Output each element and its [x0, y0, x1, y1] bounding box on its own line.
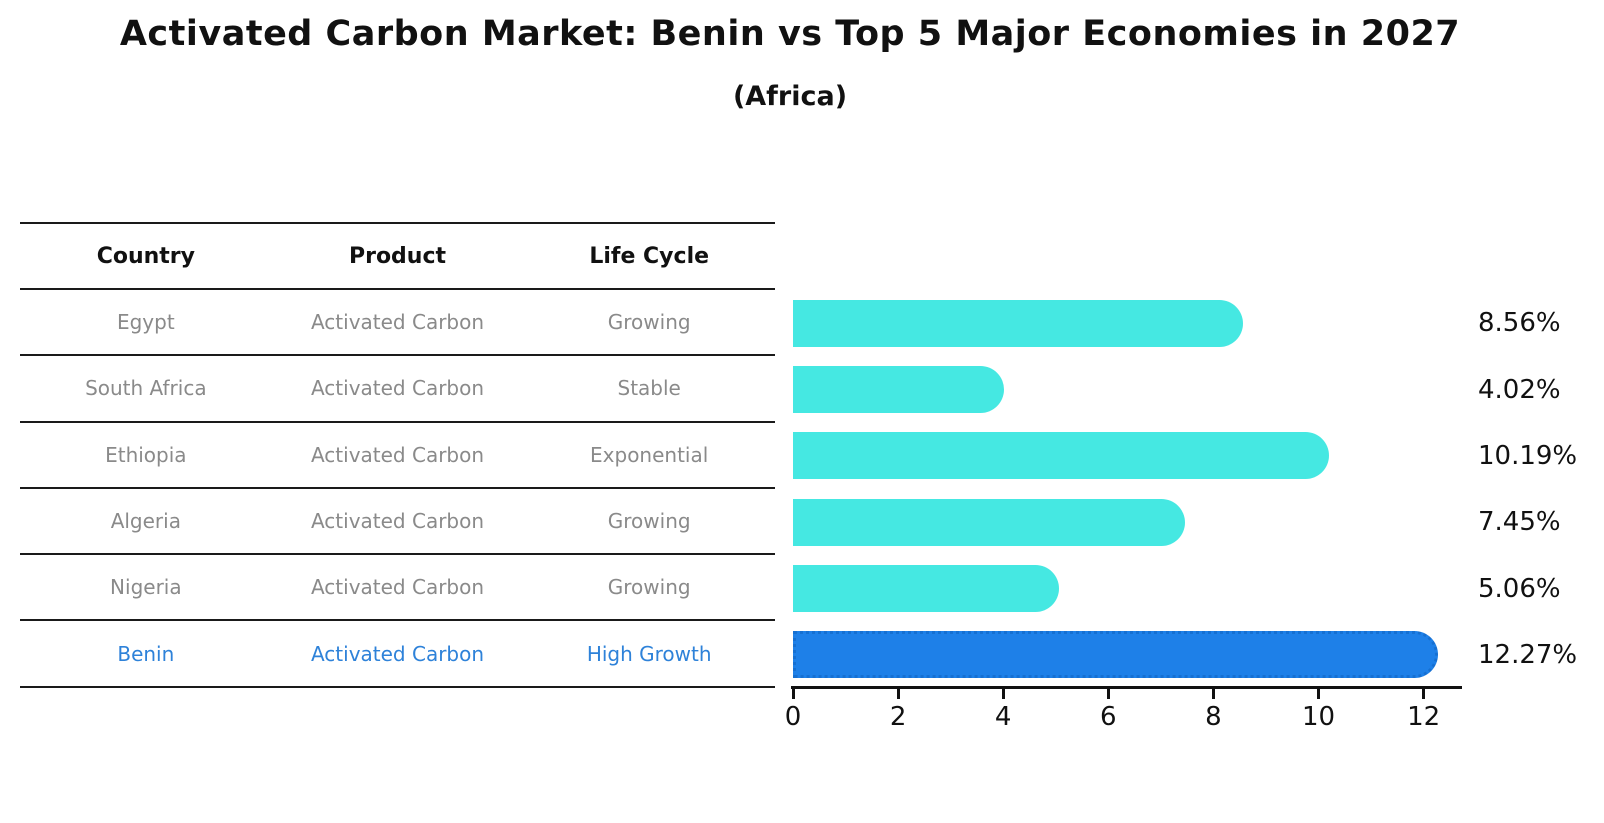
table-cell-life-cycle: Growing	[607, 575, 691, 600]
x-axis-tick-label: 0	[784, 702, 802, 732]
table-header-row: Country Product Life Cycle	[20, 222, 775, 290]
country-table: Country Product Life Cycle Egypt Activate…	[20, 222, 775, 688]
table-row: Nigeria Activated Carbon Growing	[20, 555, 775, 622]
x-axis-tick-label: 12	[1407, 702, 1441, 732]
bar-value-label: 10.19%	[1478, 440, 1578, 471]
table-cell-product: Activated Carbon	[310, 641, 485, 666]
table-cell-product: Activated Carbon	[310, 575, 485, 600]
x-axis-tick	[1001, 689, 1005, 699]
table-cell-life-cycle: Stable	[617, 376, 681, 401]
x-axis-tick-label: 6	[1100, 702, 1117, 732]
table-cell-country: Benin	[117, 641, 175, 666]
table-header-country: Country	[96, 243, 195, 269]
bar	[793, 498, 1185, 546]
table-header-life-cycle: Life Cycle	[589, 243, 710, 269]
x-axis-tick-label: 10	[1301, 702, 1336, 732]
bar	[793, 366, 1005, 413]
table-cell-country: Egypt	[116, 310, 175, 335]
x-axis-line	[791, 686, 1462, 689]
plot-area	[793, 290, 1462, 688]
x-axis-tick-label: 8	[1205, 702, 1222, 732]
chart-title: Activated Carbon Market: Benin vs Top 5 …	[119, 14, 1461, 54]
x-axis-tick	[1106, 689, 1110, 699]
x-axis-tick	[1422, 689, 1426, 699]
bar-value-label: 8.56%	[1478, 308, 1561, 339]
table-row: Egypt Activated Carbon Growing	[20, 290, 775, 357]
bar-value-label: 12.27%	[1478, 639, 1578, 670]
table-cell-product: Activated Carbon	[310, 376, 485, 401]
table-cell-country: Nigeria	[110, 575, 182, 600]
bar-value-label: 5.06%	[1478, 573, 1561, 604]
x-axis-tick-label: 2	[889, 702, 907, 732]
table-cell-life-cycle: Growing	[607, 509, 691, 534]
table-cell-life-cycle: Exponential	[590, 442, 709, 467]
bar-value-label: 4.02%	[1478, 374, 1561, 405]
bar	[793, 432, 1329, 480]
bar-benin-highlight	[793, 631, 1438, 679]
table-cell-product: Activated Carbon	[310, 509, 485, 534]
x-axis-tick-label: 4	[994, 702, 1012, 732]
table-cell-product: Activated Carbon	[310, 310, 485, 335]
table-cell-country: Ethiopia	[105, 442, 187, 467]
x-axis-tick	[791, 689, 795, 699]
x-axis-tick	[1317, 689, 1321, 699]
bar-value-label: 7.45%	[1478, 507, 1561, 538]
table-cell-life-cycle: High Growth	[586, 641, 712, 666]
bar	[793, 565, 1059, 612]
table-row: Benin Activated Carbon High Growth	[20, 621, 775, 688]
table-row: Algeria Activated Carbon Growing	[20, 489, 775, 556]
table-cell-product: Activated Carbon	[310, 442, 485, 467]
table-cell-country: South Africa	[85, 376, 207, 401]
chart-subtitle: (Africa)	[732, 81, 848, 112]
x-axis-tick	[896, 689, 900, 699]
bar	[793, 299, 1243, 347]
table-body: Egypt Activated Carbon Growing South Africa…	[20, 290, 775, 688]
table-cell-life-cycle: Growing	[607, 310, 691, 335]
x-axis-tick	[1211, 689, 1215, 699]
table-cell-country: Algeria	[110, 509, 181, 534]
table-row: Ethiopia Activated Carbon Exponential	[20, 423, 775, 489]
table-row: South Africa Activated Carbon Stable	[20, 356, 775, 423]
table-header-product: Product	[348, 243, 447, 269]
